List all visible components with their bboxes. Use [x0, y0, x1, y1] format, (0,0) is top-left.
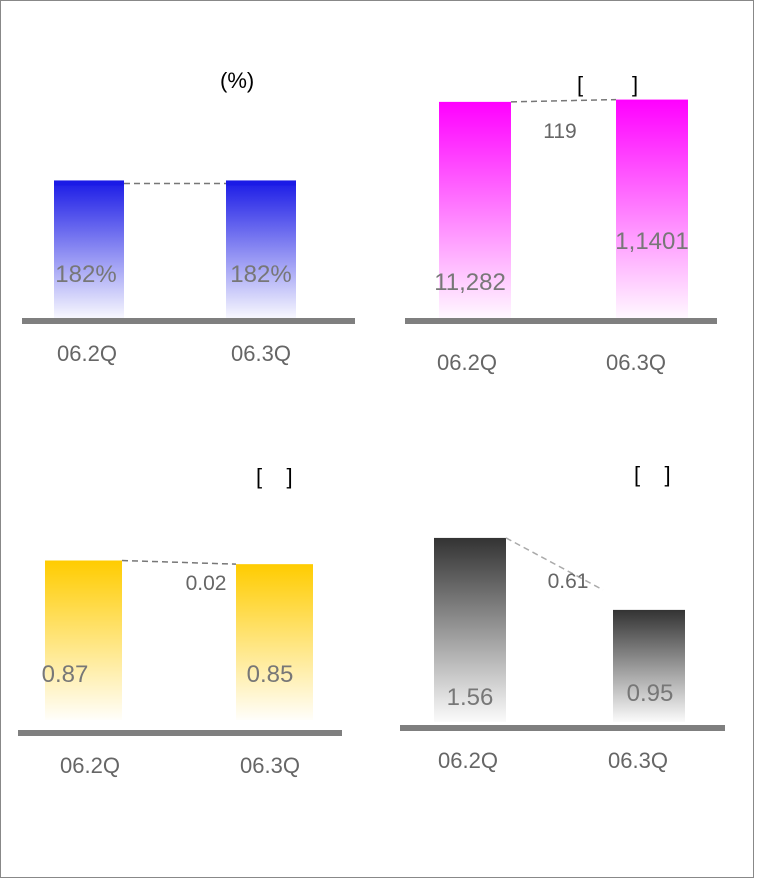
chart-amount: 06.2Q 06.3Q 11,282 1,1401 119	[405, 98, 717, 375]
change-label: 119	[543, 120, 576, 143]
bar-06.2Q	[54, 180, 124, 320]
change-line	[121, 559, 237, 565]
bar-top-stripe	[54, 180, 124, 186]
change-line	[510, 98, 617, 103]
category-label: 06.2Q	[438, 748, 498, 773]
category-label: 06.2Q	[60, 753, 120, 778]
category-label: 06.2Q	[437, 350, 497, 375]
value-label: 182%	[55, 261, 116, 288]
value-label: 0.95	[627, 680, 674, 707]
chart-ratio: 06.2Q 06.3Q 182% 182%	[22, 180, 355, 366]
value-label: 0.85	[247, 661, 294, 688]
bar-06.2Q	[439, 101, 511, 320]
unit-label: (%)	[220, 68, 255, 93]
unit-label: [ ]	[577, 72, 639, 97]
category-label: 06.3Q	[231, 341, 291, 366]
change-label: 0.02	[186, 572, 227, 595]
value-label: 182%	[230, 261, 291, 288]
bar-06.3Q	[226, 180, 296, 320]
bar-06.3Q	[236, 564, 313, 720]
change-label: 0.61	[548, 570, 589, 593]
bar-06.3Q	[616, 99, 688, 321]
value-label: 11,282	[434, 269, 506, 296]
category-label: 06.3Q	[240, 753, 300, 778]
category-label: 06.3Q	[608, 748, 668, 773]
change-line	[505, 537, 604, 591]
value-label: 0.87	[42, 661, 89, 688]
value-label: 1.56	[447, 684, 494, 711]
panel-dark: [ ] 06.2Q 06.3Q 1.56 0.95 0.61	[380, 420, 757, 800]
chart-dark: 06.2Q 06.3Q 1.56 0.95 0.61	[400, 537, 725, 773]
chart-yellow: 06.2Q 06.3Q 0.87 0.85 0.02	[18, 559, 342, 778]
bar-06.2Q	[434, 537, 506, 722]
category-label: 06.3Q	[606, 350, 666, 375]
panel-amount: [ ] 06.2Q 06.3Q 11,282 1,1401 119	[380, 0, 757, 420]
unit-label: [ ]	[256, 464, 293, 489]
category-label: 06.2Q	[57, 341, 117, 366]
bar-06.3Q	[613, 609, 685, 722]
value-label: 1,1401	[615, 228, 688, 255]
bar-top-stripe	[226, 180, 296, 186]
bar-06.2Q	[45, 560, 122, 720]
panel-yellow: [ ] 06.2Q 06.3Q 0.87 0.85 0.02	[0, 420, 380, 800]
unit-label: [ ]	[634, 462, 671, 487]
panel-ratio: (%) 06.2Q 06.3Q 182% 182%	[0, 0, 380, 420]
